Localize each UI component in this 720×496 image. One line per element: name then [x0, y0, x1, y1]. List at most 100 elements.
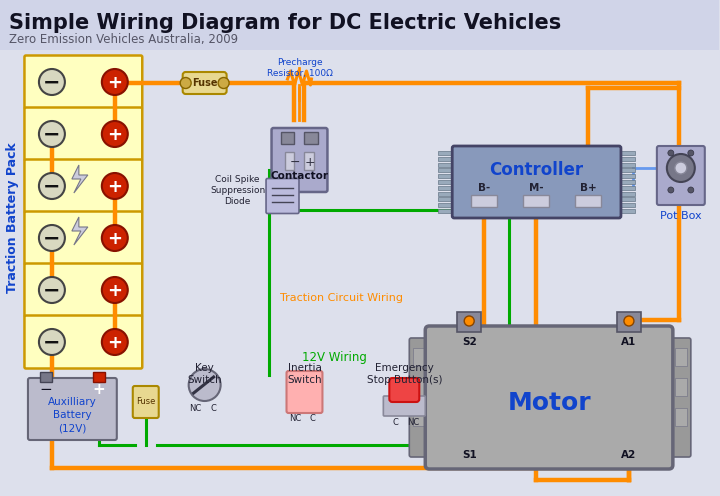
Circle shape [218, 77, 229, 88]
Circle shape [189, 369, 220, 401]
Bar [438, 169, 452, 173]
Text: S1: S1 [462, 450, 477, 460]
Text: C: C [310, 414, 315, 423]
Text: Key
Switch: Key Switch [187, 363, 222, 385]
Text: Coil Spike
Suppression
Diode: Coil Spike Suppression Diode [210, 175, 265, 206]
Circle shape [675, 162, 687, 174]
Text: −: − [43, 73, 60, 93]
Bar [523, 195, 549, 207]
Text: +: + [92, 381, 105, 396]
Bar [438, 209, 452, 213]
Text: NC: NC [408, 418, 420, 427]
Text: −: − [43, 177, 60, 197]
FancyBboxPatch shape [24, 315, 143, 369]
FancyBboxPatch shape [426, 326, 673, 469]
FancyBboxPatch shape [24, 211, 143, 264]
Bar [413, 408, 426, 426]
Text: Traction Battery Pack: Traction Battery Pack [6, 143, 19, 293]
Bar [284, 152, 294, 170]
Bar [438, 203, 452, 207]
Text: +: + [304, 156, 315, 169]
Text: +: + [107, 126, 122, 144]
Text: Zero Emission Vehicles Australia, 2009: Zero Emission Vehicles Australia, 2009 [9, 34, 238, 47]
Bar [438, 191, 452, 195]
Circle shape [688, 187, 694, 193]
Bar [675, 408, 687, 426]
Text: Traction Circuit Wiring: Traction Circuit Wiring [279, 293, 402, 303]
FancyBboxPatch shape [24, 56, 143, 109]
Bar [438, 197, 452, 201]
Bar [457, 312, 481, 332]
Bar [675, 378, 687, 396]
Text: C: C [211, 404, 217, 413]
Bar [438, 151, 452, 155]
Bar [305, 132, 318, 144]
Bar [621, 180, 635, 184]
Bar [40, 372, 52, 382]
Circle shape [102, 69, 127, 95]
Text: −: − [43, 125, 60, 145]
Circle shape [624, 316, 634, 326]
Bar [438, 180, 452, 184]
Circle shape [39, 173, 65, 199]
Text: −: − [43, 281, 60, 301]
Bar [438, 174, 452, 178]
FancyBboxPatch shape [271, 128, 328, 192]
FancyBboxPatch shape [383, 396, 426, 416]
Polygon shape [72, 217, 88, 245]
Bar [617, 312, 641, 332]
Text: C: C [392, 418, 398, 427]
Circle shape [464, 316, 474, 326]
FancyBboxPatch shape [24, 108, 143, 161]
Text: NC: NC [189, 404, 202, 413]
Circle shape [39, 225, 65, 251]
Text: Simple Wiring Diagram for DC Electric Vehicles: Simple Wiring Diagram for DC Electric Ve… [9, 13, 561, 33]
Circle shape [102, 121, 127, 147]
Circle shape [688, 150, 694, 156]
Bar [675, 348, 687, 366]
Text: Contactor: Contactor [271, 171, 328, 181]
Text: Auxilliary
Battery
(12V): Auxilliary Battery (12V) [48, 397, 96, 433]
Bar [438, 157, 452, 161]
FancyBboxPatch shape [452, 146, 621, 218]
Text: A1: A1 [621, 337, 636, 347]
Bar [0, 0, 719, 50]
Text: NC: NC [289, 414, 302, 423]
FancyBboxPatch shape [657, 146, 705, 205]
FancyBboxPatch shape [409, 338, 429, 457]
Text: Controller: Controller [490, 161, 584, 179]
Circle shape [39, 329, 65, 355]
Bar [621, 163, 635, 167]
Text: M-: M- [528, 183, 544, 193]
Text: +: + [107, 178, 122, 196]
Text: +: + [107, 282, 122, 300]
Bar [438, 163, 452, 167]
Bar [621, 186, 635, 190]
Text: +: + [107, 74, 122, 92]
FancyBboxPatch shape [266, 179, 299, 213]
Text: 12V Wiring: 12V Wiring [302, 351, 367, 364]
Text: −: − [40, 381, 53, 396]
Circle shape [102, 225, 127, 251]
Bar [621, 169, 635, 173]
Bar [621, 151, 635, 155]
Text: Fuse: Fuse [136, 397, 156, 407]
Bar [471, 195, 497, 207]
Text: +: + [107, 230, 122, 248]
Text: B+: B+ [580, 183, 596, 193]
Circle shape [39, 69, 65, 95]
Text: S2: S2 [462, 337, 477, 347]
Text: +: + [107, 334, 122, 352]
Circle shape [102, 329, 127, 355]
FancyBboxPatch shape [24, 160, 143, 212]
FancyBboxPatch shape [287, 371, 323, 413]
Bar [438, 186, 452, 190]
Circle shape [668, 187, 674, 193]
Text: Pot Box: Pot Box [660, 211, 702, 221]
Circle shape [102, 277, 127, 303]
Bar [93, 372, 105, 382]
Circle shape [39, 277, 65, 303]
Text: A2: A2 [621, 450, 636, 460]
Text: Emergency
Stop Button(s): Emergency Stop Button(s) [366, 363, 442, 385]
FancyBboxPatch shape [183, 72, 227, 94]
